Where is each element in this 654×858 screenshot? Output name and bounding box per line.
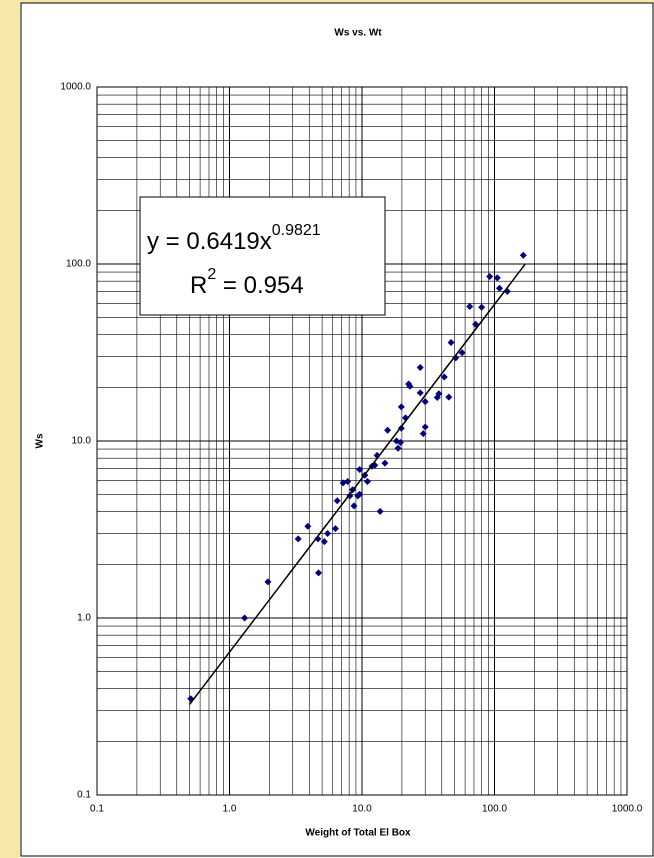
data-point: [381, 459, 389, 467]
trendline: [189, 263, 526, 705]
r-squared-text: R2 = 0.954: [190, 266, 304, 299]
data-point: [333, 497, 341, 505]
data-point: [396, 439, 404, 447]
data-point: [419, 430, 427, 438]
x-tick-label: 0.1: [90, 804, 104, 815]
data-point: [264, 578, 272, 586]
chart-title: Ws vs. Wt: [334, 28, 382, 39]
data-point: [495, 284, 503, 292]
top-strip: [0, 0, 654, 3]
y-tick-label: 1000.0: [60, 82, 91, 93]
data-point: [356, 490, 364, 498]
data-point: [363, 478, 371, 486]
data-point: [320, 538, 328, 546]
equation-box: [139, 196, 386, 316]
data-point: [416, 364, 424, 372]
y-tick-label: 0.1: [77, 790, 91, 801]
data-point: [452, 354, 460, 362]
x-tick-label: 100.0: [482, 804, 507, 815]
x-tick-label: 1.0: [223, 804, 237, 815]
data-point: [394, 444, 402, 452]
x-tick-label: 1000.0: [612, 804, 643, 815]
y-tick-label: 10.0: [72, 436, 92, 447]
data-point: [486, 272, 494, 280]
plot-area: [96, 86, 628, 796]
equation-main: y = 0.6419x: [147, 228, 272, 255]
data-point: [344, 478, 352, 486]
data-point: [478, 303, 486, 311]
data-point: [447, 339, 455, 347]
data-point: [416, 389, 424, 397]
data-point: [519, 251, 527, 259]
data-point: [397, 403, 405, 411]
data-point: [315, 569, 323, 577]
data-point: [376, 507, 384, 515]
r-power: 2: [207, 266, 216, 283]
r-label: R: [190, 272, 207, 299]
r-value: = 0.954: [216, 272, 303, 299]
data-point: [445, 393, 453, 401]
equation-exponent: 0.9821: [272, 222, 321, 239]
data-point: [350, 502, 358, 510]
y-tick-label: 100.0: [66, 259, 91, 270]
equation-text: y = 0.6419x0.9821: [147, 222, 321, 255]
y-tick-label: 1.0: [77, 613, 91, 624]
data-point: [304, 522, 312, 530]
data-point: [421, 398, 429, 406]
data-point: [440, 373, 448, 381]
row-header-strip: [0, 0, 20, 858]
data-point: [241, 614, 249, 622]
data-point: [294, 535, 302, 543]
data-point: [356, 466, 364, 474]
y-axis-label: Ws: [35, 433, 46, 448]
data-point: [314, 535, 322, 543]
data-point: [435, 390, 443, 398]
x-axis-label: Weight of Total El Box: [305, 828, 411, 839]
data-point: [493, 274, 501, 282]
data-point: [421, 423, 429, 431]
chart-area: [20, 2, 654, 857]
data-point: [324, 530, 332, 538]
x-tick-label: 10.0: [352, 804, 372, 815]
data-point: [406, 382, 414, 390]
data-point: [384, 426, 392, 434]
data-point: [331, 525, 339, 533]
data-point: [458, 349, 466, 357]
data-point: [466, 303, 474, 311]
